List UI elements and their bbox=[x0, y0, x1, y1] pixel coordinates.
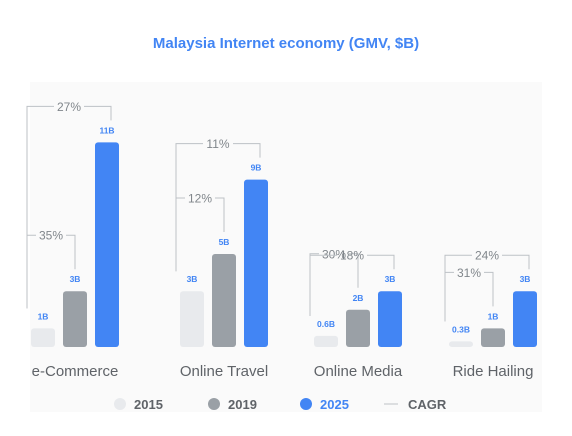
bar-ride-hailing-2015 bbox=[449, 341, 473, 347]
cagr-bracket-e-commerce-2019-2025-label: 27% bbox=[57, 100, 81, 114]
cagr-bracket-e-commerce-2019-2025-line bbox=[26, 105, 112, 309]
category-labels-group: e-Commerce Online Travel Online Media Ride … bbox=[32, 363, 534, 380]
category-label-online-travel: Online Travel bbox=[180, 363, 268, 380]
cagr-bracket-online-travel-2019-2025-line bbox=[175, 143, 261, 272]
value-label-ride-hailing-2015: 0.3B bbox=[452, 324, 470, 334]
cagr-bracket-online-travel-2015-2019-label: 12% bbox=[188, 192, 212, 206]
bars-group bbox=[31, 142, 537, 347]
value-label-ride-hailing-2019: 1B bbox=[488, 311, 499, 321]
bar-online-travel-2025 bbox=[244, 179, 268, 347]
bar-e-commerce-2015 bbox=[31, 328, 55, 347]
cagr-bracket-online-media-2019-2025-label: 18% bbox=[340, 249, 364, 263]
legend-swatch-2025 bbox=[300, 398, 312, 410]
category-label-e-commerce: e-Commerce bbox=[32, 363, 119, 380]
bar-e-commerce-2019 bbox=[63, 291, 87, 347]
bar-online-media-2015 bbox=[314, 335, 338, 347]
value-label-online-travel-2015: 3B bbox=[187, 274, 198, 284]
value-label-online-media-2025: 3B bbox=[385, 274, 396, 284]
cagr-bracket-ride-hailing-2019-2025-label: 24% bbox=[475, 249, 499, 263]
value-label-ride-hailing-2025: 3B bbox=[520, 274, 531, 284]
bar-online-media-2019 bbox=[346, 309, 370, 347]
legend-label-2015: 2015 bbox=[134, 397, 163, 412]
category-label-online-media: Online Media bbox=[314, 363, 403, 380]
value-label-online-travel-2025: 9B bbox=[251, 163, 262, 173]
cagr-brackets-group: 35% 27% 12% 11% 30%18% 31% 24% bbox=[26, 100, 530, 322]
cagr-bracket-ride-hailing-2019-2025-line bbox=[444, 254, 530, 322]
bar-online-travel-2019 bbox=[212, 254, 236, 347]
value-label-online-media-2015: 0.6B bbox=[317, 319, 335, 329]
category-label-ride-hailing: Ride Hailing bbox=[453, 363, 534, 380]
chart-title: Malaysia Internet economy (GMV, $B) bbox=[153, 35, 419, 52]
value-label-e-commerce-2025: 11B bbox=[99, 125, 114, 135]
legend-label-2019: 2019 bbox=[228, 397, 257, 412]
bar-online-media-2025 bbox=[378, 291, 402, 347]
legend-swatch-2015 bbox=[114, 398, 126, 410]
legend-swatch-2019 bbox=[208, 398, 220, 410]
legend-label-cagr: CAGR bbox=[408, 397, 447, 412]
bar-e-commerce-2025 bbox=[95, 142, 119, 347]
bar-online-travel-2015 bbox=[180, 291, 204, 347]
value-label-e-commerce-2015: 1B bbox=[38, 311, 49, 321]
cagr-bracket-online-media-2019-2025-line bbox=[309, 254, 395, 316]
cagr-bracket-e-commerce-2015-2019-label: 35% bbox=[39, 229, 63, 243]
value-labels-group: 1B 3B 11B 3B 5B 9B 0.6B 2B 3B 0.3B 1B 3B bbox=[38, 125, 531, 334]
value-label-online-media-2019: 2B bbox=[353, 293, 364, 303]
cagr-bracket-ride-hailing-2015-2019-label: 31% bbox=[457, 266, 481, 280]
legend: 2015 2019 2025 CAGR bbox=[114, 397, 447, 412]
legend-label-2025: 2025 bbox=[320, 397, 349, 412]
value-label-online-travel-2019: 5B bbox=[219, 237, 230, 247]
bar-ride-hailing-2025 bbox=[513, 291, 537, 347]
cagr-bracket-online-media-2015-2019-label: 30% bbox=[322, 247, 346, 261]
cagr-bracket-online-travel-2019-2025-label: 11% bbox=[206, 137, 229, 151]
value-label-e-commerce-2019: 3B bbox=[70, 274, 81, 284]
bar-ride-hailing-2019 bbox=[481, 328, 505, 347]
